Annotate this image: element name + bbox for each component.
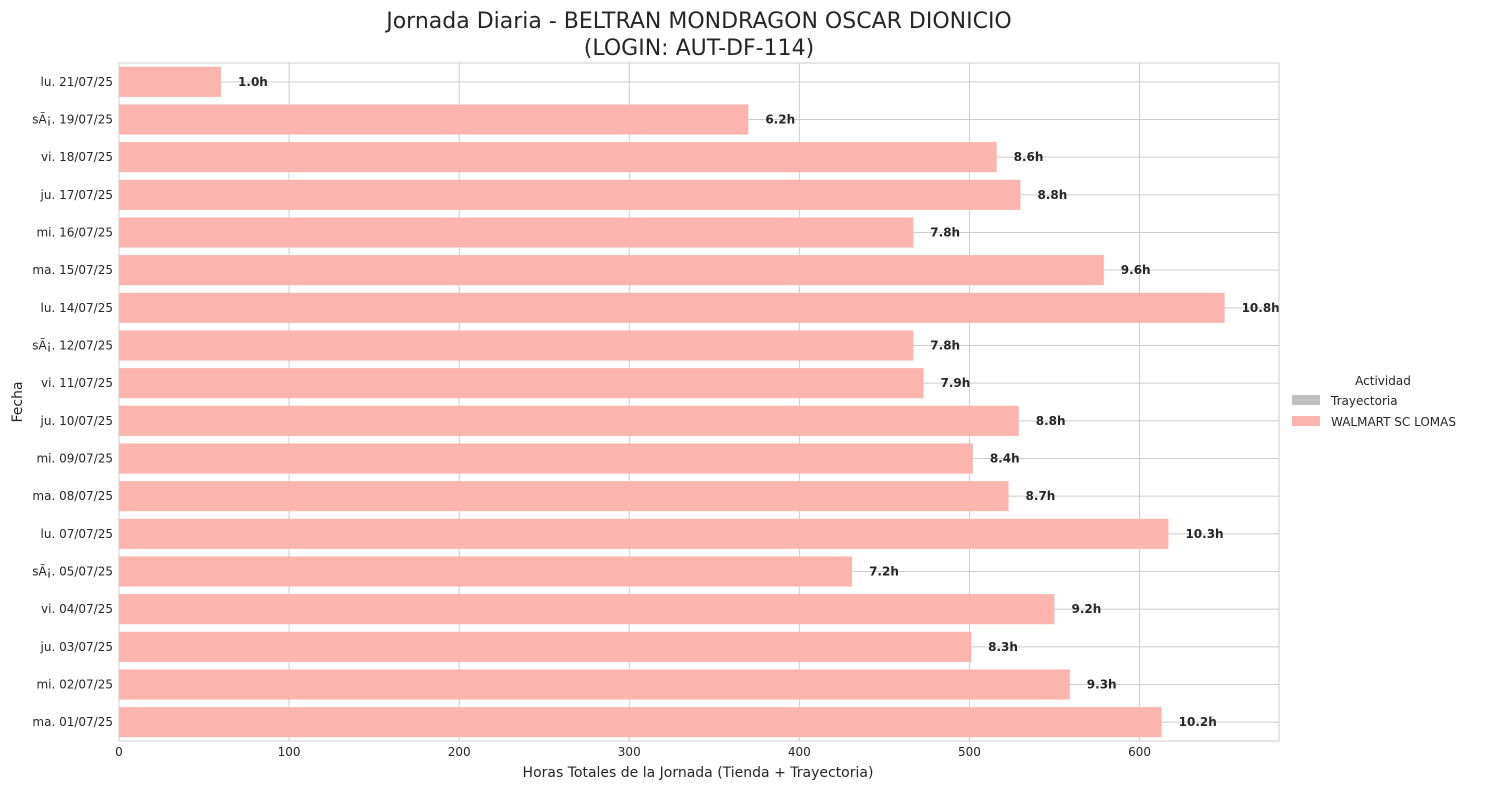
bar <box>119 104 749 135</box>
bar-data-label: 8.3h <box>988 640 1018 654</box>
y-tick-label: vi. 18/07/25 <box>41 150 113 164</box>
bar <box>119 179 1021 210</box>
chart-title-line2: (LOGIN: AUT-DF-114) <box>584 36 814 61</box>
y-tick-label: vi. 04/07/25 <box>41 602 113 616</box>
y-tick-label: ju. 17/07/25 <box>40 188 113 202</box>
x-axis-label: Horas Totales de la Jornada (Tienda + Tr… <box>523 765 874 781</box>
bar <box>119 669 1070 700</box>
bar-data-label: 9.3h <box>1087 678 1117 692</box>
bar <box>119 443 973 474</box>
y-tick-label: ma. 08/07/25 <box>32 489 113 503</box>
bar-data-label: 8.6h <box>1014 150 1044 164</box>
bar-data-label: 7.8h <box>930 339 960 353</box>
y-tick-label: mi. 02/07/25 <box>36 678 113 692</box>
bar-data-label: 7.9h <box>941 376 971 390</box>
x-tick-label: 100 <box>278 745 301 759</box>
bar-data-label: 6.2h <box>765 113 795 127</box>
bar-data-label: 8.7h <box>1026 489 1056 503</box>
y-tick-label: lu. 07/07/25 <box>41 527 113 541</box>
data-labels: 1.0h 6.2h 8.6h 8.8h 7.8h 9.6h 10.8h 7.8h 7.9h 8.8… <box>238 75 1280 729</box>
y-tick-label: sÃ¡. 05/07/25 <box>32 564 113 579</box>
y-tick-label: lu. 14/07/25 <box>41 301 113 315</box>
legend-swatch <box>1292 395 1320 405</box>
y-tick-label: sÃ¡. 19/07/25 <box>32 112 113 127</box>
bar <box>119 707 1162 738</box>
bar <box>119 518 1169 549</box>
y-tick-label: ju. 03/07/25 <box>40 640 113 654</box>
bars <box>119 66 1225 738</box>
legend-entry: Trayectoria <box>1330 394 1398 408</box>
legend-entry: WALMART SC LOMAS <box>1331 415 1456 429</box>
bar-data-label: 8.4h <box>990 452 1020 466</box>
bar-data-label: 10.3h <box>1185 527 1223 541</box>
bar <box>119 66 222 97</box>
bar <box>119 292 1225 323</box>
bar <box>119 330 914 361</box>
bar-data-label: 1.0h <box>238 75 268 89</box>
legend-title: Actividad <box>1355 374 1411 388</box>
bar <box>119 556 853 587</box>
bar <box>119 631 972 662</box>
bar-data-label: 8.8h <box>1037 188 1067 202</box>
chart-title-line1: Jornada Diaria - BELTRAN MONDRAGON OSCAR… <box>384 9 1012 34</box>
bar <box>119 368 924 399</box>
legend: Actividad Trayectoria WALMART SC LOMAS <box>1292 374 1456 429</box>
bar <box>119 255 1104 286</box>
bar-data-label: 10.8h <box>1242 301 1280 315</box>
x-tick-label: 0 <box>115 745 123 759</box>
bar <box>119 142 997 173</box>
x-tick-label: 500 <box>958 745 981 759</box>
y-tick-label: mi. 16/07/25 <box>36 226 113 240</box>
y-tick-label: ma. 15/07/25 <box>32 263 113 277</box>
bar-data-label: 9.6h <box>1121 263 1151 277</box>
y-tick-label: ma. 01/07/25 <box>32 715 113 729</box>
x-tick-labels: 0 100 200 300 400 500 600 <box>115 745 1151 759</box>
y-tick-label: lu. 21/07/25 <box>41 75 113 89</box>
bar <box>119 405 1019 436</box>
x-tick-label: 300 <box>618 745 641 759</box>
y-tick-labels: lu. 21/07/25 sÃ¡. 19/07/25 vi. 18/07/25 ju.… <box>32 75 113 729</box>
y-tick-label: sÃ¡. 12/07/25 <box>32 338 113 353</box>
bar-data-label: 7.8h <box>930 226 960 240</box>
y-tick-label: vi. 11/07/25 <box>41 376 113 390</box>
x-tick-label: 400 <box>788 745 811 759</box>
y-tick-label: ju. 10/07/25 <box>40 414 113 428</box>
bar <box>119 594 1055 625</box>
bar-data-label: 9.2h <box>1071 602 1101 616</box>
bar-data-label: 10.2h <box>1179 715 1217 729</box>
y-tick-label: mi. 09/07/25 <box>36 452 113 466</box>
y-axis-label: Fecha <box>10 381 26 422</box>
bar-data-label: 8.8h <box>1036 414 1066 428</box>
bar-data-label: 7.2h <box>869 565 899 579</box>
bar <box>119 481 1009 512</box>
bar <box>119 217 914 248</box>
x-tick-label: 200 <box>448 745 471 759</box>
plot-frame <box>118 62 1280 742</box>
legend-swatch <box>1292 416 1320 426</box>
x-tick-label: 600 <box>1128 745 1151 759</box>
